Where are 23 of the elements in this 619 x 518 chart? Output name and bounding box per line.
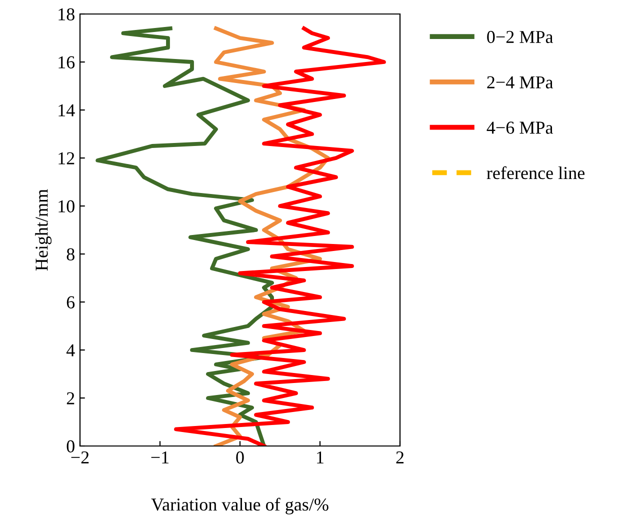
y-axis-title: Height/mm: [35, 189, 52, 271]
x-axis-title: Variation value of gas/%: [151, 498, 328, 514]
y-tick-label: 8: [66, 248, 74, 260]
y-tick-label: 2: [66, 392, 74, 404]
y-tick-label: 12: [58, 152, 74, 164]
legend-label: 4−6 MPa: [486, 122, 554, 134]
x-tick-label: 2: [396, 451, 404, 464]
x-tick-label: 0: [236, 451, 244, 464]
legend-label: 2−4 MPa: [487, 76, 554, 88]
y-tick-label: 16: [58, 56, 75, 68]
x-tick-label: −1: [151, 451, 169, 464]
y-tick-label: 0: [66, 440, 74, 452]
legend-label: 0−2 MPa: [487, 30, 554, 44]
y-tick-label: 10: [58, 200, 74, 212]
legend-label: reference line: [486, 166, 585, 180]
x-tick-label: 1: [317, 451, 324, 464]
y-tick-label: 6: [66, 296, 75, 308]
line-series: [174, 26, 386, 446]
y-tick-label: 4: [66, 344, 75, 356]
y-tick-label: 14: [58, 104, 75, 116]
line-series: [96, 26, 274, 446]
y-tick-label: 18: [58, 8, 74, 20]
x-tick-label: −2: [71, 451, 89, 464]
